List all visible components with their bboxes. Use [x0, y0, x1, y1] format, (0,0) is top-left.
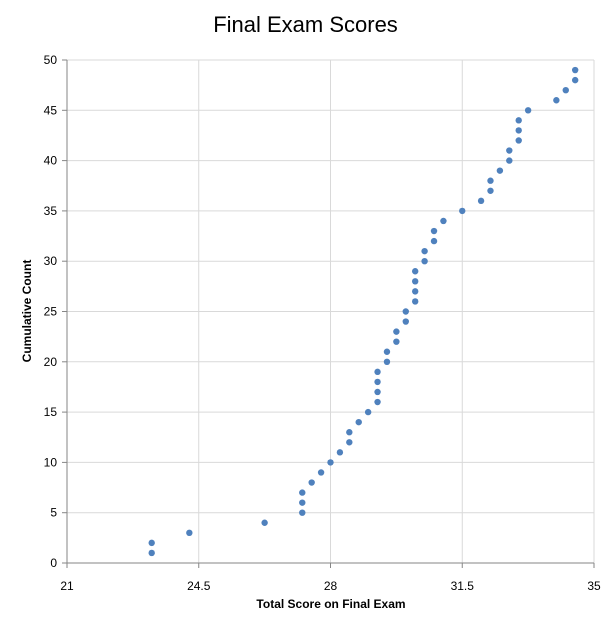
data-point	[487, 177, 494, 184]
data-point	[374, 388, 381, 396]
data-point	[430, 227, 438, 235]
y-tick-label: 15	[44, 405, 58, 419]
y-tick-label: 5	[50, 506, 57, 520]
y-tick-label: 30	[44, 254, 58, 268]
data-point	[308, 479, 315, 486]
data-point	[327, 459, 334, 466]
data-point	[411, 288, 419, 295]
data-point	[515, 117, 522, 124]
data-point	[364, 408, 372, 416]
data-point	[487, 187, 494, 194]
data-point	[506, 147, 513, 154]
data-point	[346, 429, 353, 436]
data-point	[393, 338, 400, 345]
data-point	[524, 107, 532, 114]
y-tick-label: 25	[44, 305, 58, 319]
data-point	[411, 268, 419, 275]
data-point	[506, 157, 513, 164]
data-point	[402, 318, 409, 325]
data-point	[383, 358, 391, 365]
chart-title: Final Exam Scores	[213, 12, 398, 37]
data-point	[402, 308, 409, 315]
x-axis-label: Total Score on Final Exam	[256, 597, 406, 611]
x-tick-label: 28	[324, 579, 338, 593]
data-point	[186, 529, 193, 537]
data-point	[317, 469, 325, 476]
y-tick-label: 0	[50, 556, 57, 570]
data-point	[299, 499, 306, 506]
y-tick-label: 45	[44, 103, 58, 117]
data-point	[430, 237, 438, 245]
data-point	[355, 418, 362, 426]
data-point	[459, 207, 466, 215]
data-point	[374, 368, 381, 376]
y-tick-label: 35	[44, 204, 58, 218]
data-point	[383, 348, 391, 355]
y-tick-label: 40	[44, 154, 58, 168]
data-point	[571, 76, 579, 84]
data-point	[515, 127, 522, 134]
x-tick-label: 24.5	[187, 579, 211, 593]
data-point	[571, 66, 579, 74]
data-point	[346, 439, 353, 446]
data-point	[299, 489, 306, 496]
data-point	[411, 278, 419, 285]
x-tick-label: 35	[587, 579, 601, 593]
y-tick-label: 50	[44, 53, 58, 67]
data-point	[336, 449, 344, 456]
y-tick-label: 10	[44, 455, 58, 469]
data-point	[411, 298, 419, 305]
data-point	[374, 378, 381, 386]
x-tick-label: 21	[60, 579, 74, 593]
y-tick-label: 20	[44, 355, 58, 369]
data-point	[374, 398, 381, 406]
data-point	[148, 539, 155, 547]
data-point	[515, 137, 522, 144]
data-point	[421, 258, 428, 265]
data-point	[553, 97, 560, 104]
data-point	[421, 247, 428, 255]
data-point	[261, 519, 268, 526]
data-point	[496, 167, 504, 174]
data-point	[299, 509, 306, 516]
data-point	[477, 197, 485, 205]
data-point	[440, 217, 447, 225]
data-point	[562, 86, 569, 94]
data-point	[148, 549, 155, 557]
data-point	[393, 328, 400, 335]
x-tick-label: 31.5	[451, 579, 475, 593]
